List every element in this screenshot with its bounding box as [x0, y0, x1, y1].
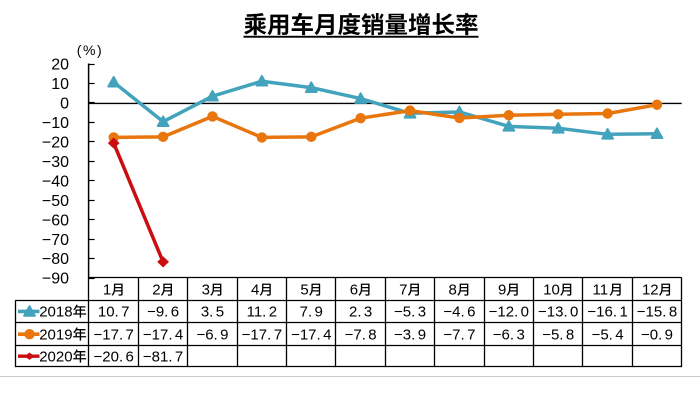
svg-text:(%): (%) — [77, 42, 104, 58]
svg-text:2020: 2020 — [39, 348, 72, 365]
svg-text:10.7: 10. 7 — [98, 304, 130, 321]
svg-text:20: 20 — [51, 57, 69, 74]
svg-text:12: 12 — [642, 282, 659, 299]
svg-text:−40: −40 — [42, 173, 69, 190]
svg-text:11.2: 11. 2 — [247, 304, 277, 321]
svg-text:11: 11 — [593, 282, 609, 299]
svg-text:1: 1 — [103, 282, 111, 299]
svg-text:−6.3: −6. 3 — [493, 326, 525, 343]
svg-text:−15.8: −15. 8 — [637, 304, 677, 321]
svg-text:−70: −70 — [42, 232, 69, 249]
svg-text:−4.6: −4. 6 — [443, 304, 475, 321]
svg-text:2.3: 2. 3 — [349, 304, 372, 321]
svg-text:−20.6: −20. 6 — [94, 348, 134, 365]
svg-text:−6.9: −6. 9 — [196, 326, 228, 343]
svg-text:−5.4: −5. 4 — [592, 326, 624, 343]
svg-text:−17.4: −17. 4 — [143, 326, 183, 343]
svg-text:−5.3: −5. 3 — [394, 304, 426, 321]
svg-text:−16.1: −16. 1 — [587, 304, 627, 321]
svg-text:−17.7: −17. 7 — [94, 326, 134, 343]
svg-text:6: 6 — [350, 282, 358, 299]
svg-text:3: 3 — [202, 282, 210, 299]
svg-text:7.9: 7. 9 — [300, 304, 323, 321]
svg-text:−7.7: −7. 7 — [443, 326, 475, 343]
svg-text:−0.9: −0. 9 — [641, 326, 673, 343]
svg-text:2018: 2018 — [39, 304, 72, 321]
svg-text:3.5: 3. 5 — [201, 304, 224, 321]
svg-text:−9.6: −9. 6 — [147, 304, 179, 321]
svg-text:−80: −80 — [42, 251, 69, 268]
svg-text:−81.7: −81. 7 — [143, 348, 183, 365]
svg-text:−7.8: −7. 8 — [345, 326, 377, 343]
svg-text:10: 10 — [51, 76, 69, 93]
svg-text:−17.4: −17. 4 — [291, 326, 331, 343]
svg-text:2: 2 — [152, 282, 160, 299]
svg-text:2019: 2019 — [39, 326, 72, 343]
svg-text:−17.7: −17. 7 — [242, 326, 282, 343]
svg-text:−5.8: −5. 8 — [542, 326, 574, 343]
svg-text:4: 4 — [251, 282, 259, 299]
svg-text:−10: −10 — [42, 115, 69, 132]
svg-text:0: 0 — [60, 96, 69, 113]
svg-text:−3.9: −3. 9 — [394, 326, 426, 343]
svg-text:−50: −50 — [42, 193, 69, 210]
svg-text:7: 7 — [399, 282, 407, 299]
svg-text:5: 5 — [300, 282, 308, 299]
svg-text:−90: −90 — [42, 271, 69, 288]
svg-text:−12.0: −12. 0 — [489, 304, 529, 321]
svg-text:−13.0: −13. 0 — [538, 304, 578, 321]
svg-text:−20: −20 — [42, 135, 69, 152]
svg-text:8: 8 — [449, 282, 457, 299]
svg-text:−30: −30 — [42, 154, 69, 171]
svg-text:10: 10 — [543, 282, 560, 299]
svg-text:−60: −60 — [42, 212, 69, 229]
svg-text:9: 9 — [498, 282, 506, 299]
